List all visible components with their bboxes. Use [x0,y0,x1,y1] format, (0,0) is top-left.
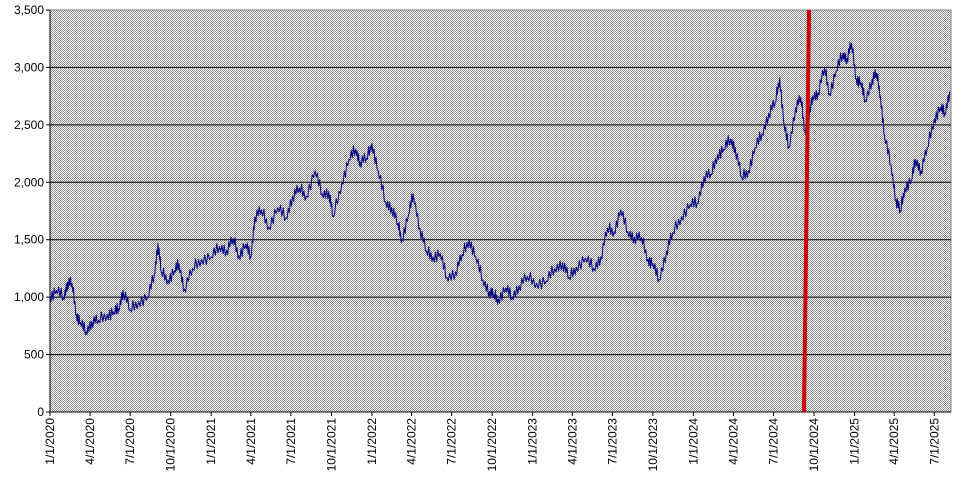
x-tick-label: 1/1/2025 [848,418,862,465]
x-tick-label: 10/1/2021 [324,418,338,472]
x-tick-label: 4/1/2025 [887,418,901,465]
event-marker-group [801,9,811,413]
x-tick-label: 4/1/2024 [726,418,740,465]
gridlines [50,66,951,356]
y-tick-label: 500 [24,348,44,362]
x-tick-label: 7/1/2021 [284,418,298,465]
y-tick-label: 2,500 [14,118,44,132]
series-group [49,42,951,336]
x-tick-label: 7/1/2022 [445,418,459,465]
event-marker-line [801,9,811,413]
series-line [49,42,951,336]
x-tick-label: 4/1/2021 [244,418,258,465]
x-tick-label: 10/1/2023 [646,418,660,472]
x-tick-label: 1/1/2024 [686,418,700,465]
x-tick-label: 1/1/2021 [204,418,218,465]
x-tick-label: 1/1/2023 [526,418,540,465]
y-tick-label: 1,500 [14,233,44,247]
x-tick-label: 10/1/2024 [807,418,821,472]
y-tick-label: 3,000 [14,60,44,74]
x-tick-label: 1/1/2020 [43,418,57,465]
y-tick-label: 3,500 [14,3,44,17]
x-tick-label: 7/1/2025 [927,418,941,465]
x-tick-label: 7/1/2020 [123,418,137,465]
y-tick-label: 1,000 [14,290,44,304]
plot-area [49,9,952,413]
x-tick-label: 7/1/2024 [767,418,781,465]
y-axis: 0 500 1,000 1,500 2,000 2,500 3,000 3,500 [14,3,50,419]
x-tick-label: 4/1/2023 [565,418,579,465]
x-tick-label: 10/1/2020 [164,418,178,472]
x-tick-label: 4/1/2022 [405,418,419,465]
x-tick-label: 7/1/2023 [605,418,619,465]
x-axis: 1/1/2020 4/1/2020 7/1/2020 10/1/2020 1/1/202… [43,10,951,471]
x-tick-label: 10/1/2022 [485,418,499,472]
x-tick-label: 1/1/2022 [365,418,379,465]
x-tick-label: 4/1/2020 [83,418,97,465]
y-tick-label: 0 [37,405,44,419]
y-tick-label: 2,000 [14,175,44,189]
